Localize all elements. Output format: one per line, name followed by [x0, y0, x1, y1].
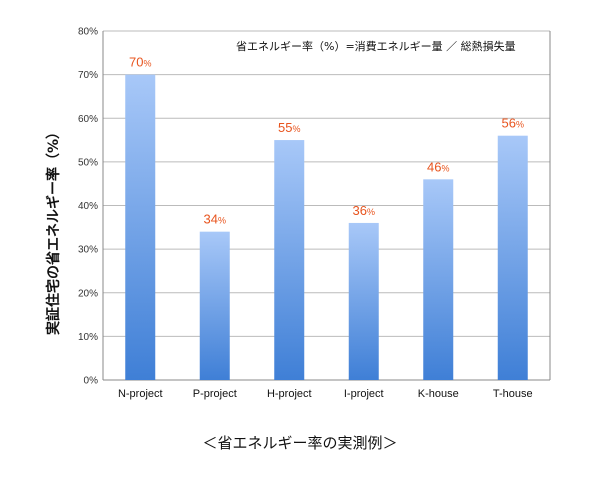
bar-p-project: [199, 231, 230, 380]
y-tick-label: 50%: [78, 157, 98, 168]
data-label: 34%: [204, 212, 226, 227]
data-label: 56%: [502, 116, 524, 131]
category-label: P-project: [193, 388, 237, 400]
category-label: H-project: [267, 388, 312, 400]
formula-annotation: 省エネルギー率（%）=消費エネルギー量 ／ 総熱損失量: [236, 39, 516, 53]
y-tick-label: 30%: [78, 245, 98, 256]
y-tick-label: 60%: [78, 114, 98, 125]
data-label: 46%: [427, 159, 449, 174]
bar-i-project: [348, 222, 379, 380]
bars: [125, 74, 528, 380]
y-tick-label: 80%: [78, 27, 98, 38]
bar-k-house: [423, 179, 454, 380]
category-label: T-house: [493, 388, 533, 400]
category-label: K-house: [418, 388, 459, 400]
grid-lines: [102, 30, 551, 381]
data-label: 55%: [278, 120, 300, 135]
bar-h-project: [274, 140, 305, 380]
y-tick-label: 10%: [78, 332, 98, 343]
bar-t-house: [497, 135, 528, 380]
y-tick-labels: 0% 10% 20% 30% 40% 50% 60% 70% 80%: [78, 27, 98, 387]
data-labels: 70% 34% 55% 36% 46% 56%: [129, 55, 524, 227]
data-label: 36%: [353, 203, 375, 218]
category-label: N-project: [118, 388, 163, 400]
data-label: 70%: [129, 55, 151, 70]
y-tick-label: 40%: [78, 201, 98, 212]
y-tick-label: 20%: [78, 288, 98, 299]
bar-n-project: [125, 74, 156, 380]
y-axis-label: 実証住宅の省エネルギー率（%）: [45, 125, 62, 335]
chart-caption: ＜省エネルギー率の実測例＞: [202, 434, 397, 452]
y-tick-label: 70%: [78, 70, 98, 81]
category-labels: N-project P-project H-project I-project K-ho…: [118, 388, 533, 400]
category-label: I-project: [344, 388, 384, 400]
y-tick-label: 0%: [84, 376, 99, 387]
